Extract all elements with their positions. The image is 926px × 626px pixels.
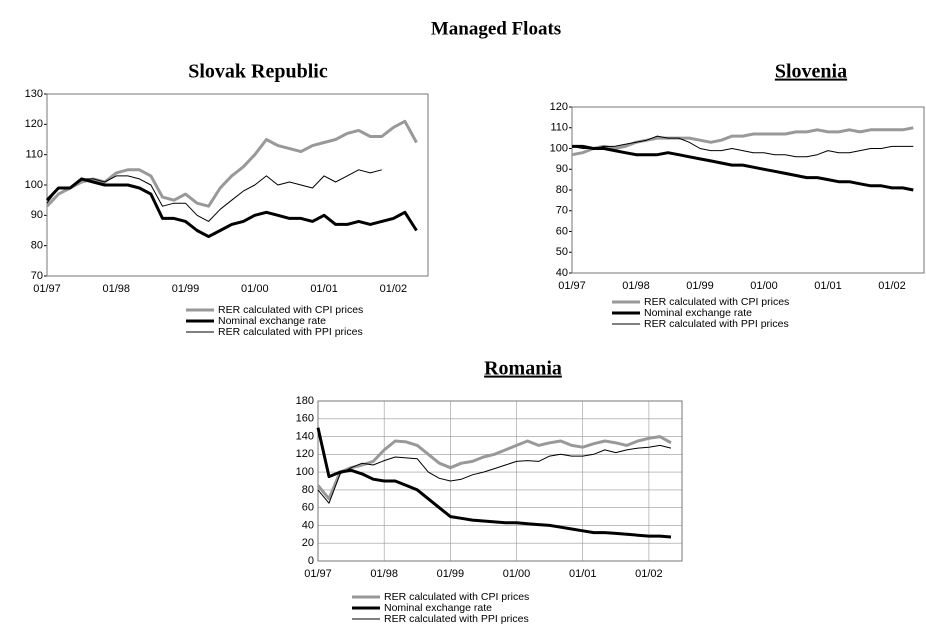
chart-title: Slovenia [775,61,847,83]
y-tick-label: 60 [302,502,314,514]
y-tick-label: 40 [302,519,314,531]
x-tick-label: 01/97 [558,280,586,292]
x-tick-label: 01/98 [370,568,398,580]
y-tick-label: 90 [556,163,568,175]
data-line [316,435,672,501]
y-tick-label: 120 [25,118,43,130]
data-line [46,169,382,222]
chart-title: Slovak Republic [188,61,328,83]
data-line [572,144,914,192]
x-tick-label: 01/01 [569,568,597,580]
data-line [571,126,914,157]
x-tick-label: 01/97 [33,283,61,295]
y-tick-label: 80 [556,184,568,196]
x-tick-label: 01/02 [878,280,906,292]
plot-frame [46,93,429,277]
y-tick-label: 180 [296,395,314,407]
legend-label: Nominal exchange rate [384,602,492,614]
legend-label: RER calculated with CPI prices [644,296,789,308]
plot-frame [317,400,683,562]
x-tick-label: 01/00 [503,568,531,580]
x-tick-label: 01/97 [304,568,332,580]
data-line [317,444,672,504]
y-tick-label: 100 [25,179,43,191]
x-tick-label: 01/01 [310,283,338,295]
x-tick-label: 01/99 [172,283,200,295]
x-tick-label: 01/00 [241,283,269,295]
page-title: Managed Floats [431,18,561,39]
data-line [45,119,418,208]
x-tick-label: 01/01 [814,280,842,292]
chart-title: Romania [484,358,562,380]
x-tick-label: 01/99 [437,568,465,580]
y-tick-label: 20 [302,537,314,549]
y-tick-label: 120 [550,101,568,113]
y-tick-label: 110 [25,149,43,161]
x-tick-label: 01/02 [380,283,408,295]
y-tick-label: 80 [302,484,314,496]
data-line [316,427,672,539]
legend-label: RER calculated with PPI prices [644,318,789,330]
legend-label: Nominal exchange rate [218,315,326,327]
data-line [45,177,418,239]
y-tick-label: 140 [296,430,314,442]
y-tick-label: 80 [31,240,43,252]
x-tick-label: 01/99 [686,280,714,292]
plot-frame [571,106,925,274]
x-tick-label: 01/98 [103,283,131,295]
y-tick-label: 60 [556,225,568,237]
x-tick-label: 01/00 [750,280,778,292]
y-tick-label: 100 [296,466,314,478]
y-tick-label: 70 [556,205,568,217]
y-tick-label: 0 [308,555,314,567]
y-tick-label: 110 [550,122,568,134]
legend-label: Nominal exchange rate [644,307,752,319]
data-line [571,135,914,158]
legend-label: RER calculated with CPI prices [218,304,363,316]
x-tick-label: 01/98 [622,280,650,292]
y-tick-label: 90 [31,209,43,221]
y-tick-label: 160 [296,413,314,425]
y-tick-label: 70 [31,270,43,282]
legend-label: RER calculated with PPI prices [384,613,529,625]
y-tick-label: 120 [296,448,314,460]
y-tick-label: 100 [550,142,568,154]
legend-label: RER calculated with PPI prices [218,326,363,338]
y-tick-label: 50 [556,246,568,258]
y-tick-label: 40 [556,267,568,279]
legend-label: RER calculated with CPI prices [384,591,529,603]
y-tick-label: 130 [25,88,43,100]
x-tick-label: 01/02 [635,568,663,580]
